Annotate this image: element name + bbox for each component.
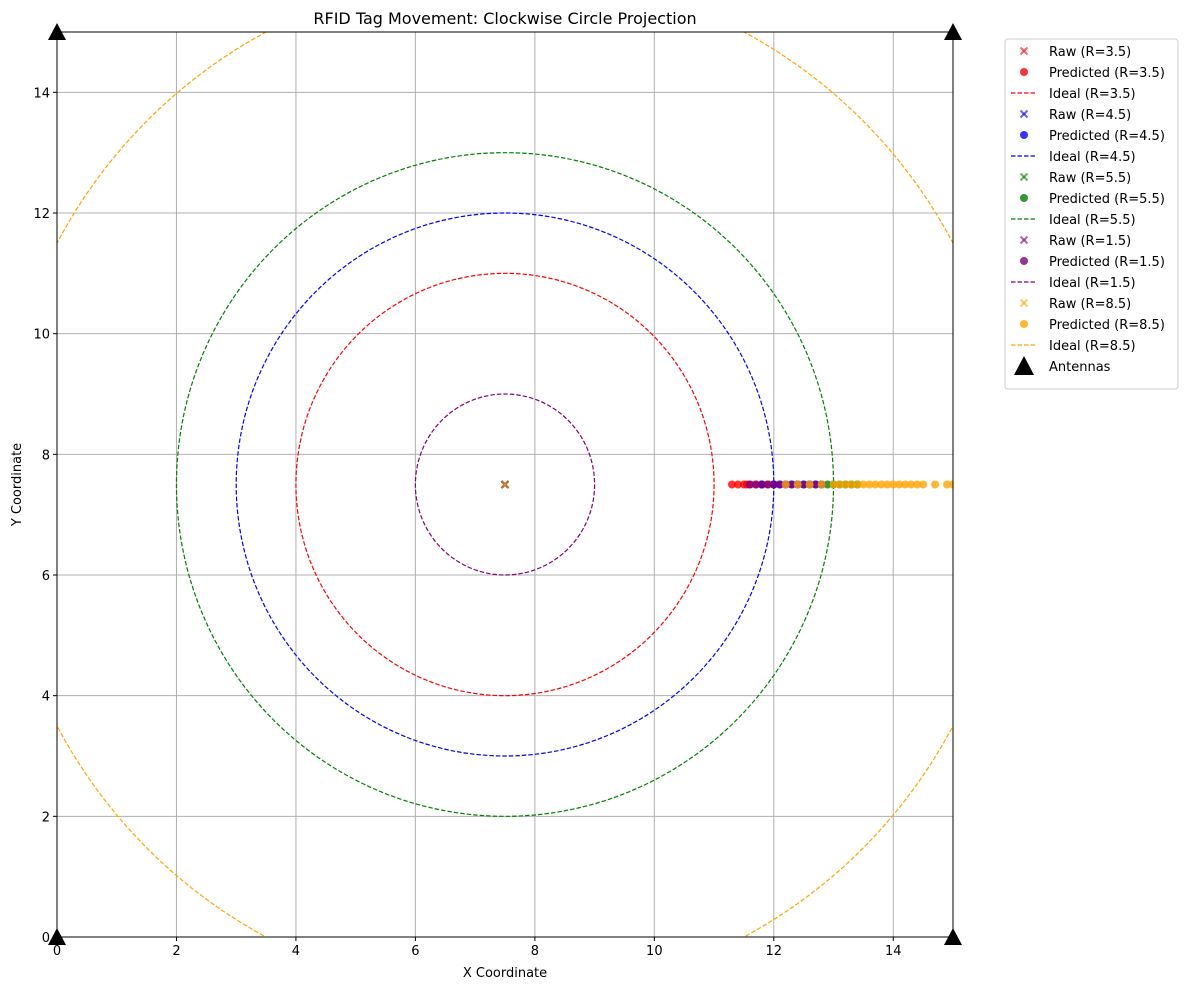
legend-label: Ideal (R=3.5) <box>1049 87 1136 102</box>
chart-title: RFID Tag Movement: Clockwise Circle Proj… <box>313 9 696 28</box>
legend-label: Predicted (R=1.5) <box>1049 255 1165 270</box>
predicted-point <box>775 480 784 489</box>
predicted-point <box>895 480 904 489</box>
y-tick-label: 12 <box>33 207 50 222</box>
predicted-point <box>805 480 814 489</box>
legend-raw-marker <box>1019 235 1029 245</box>
predicted-point <box>793 480 802 489</box>
ideal-circle <box>414 393 596 576</box>
legend-antenna-marker <box>1014 356 1034 375</box>
legend-label: Ideal (R=4.5) <box>1049 150 1136 165</box>
predicted-point <box>853 480 862 489</box>
predicted-point <box>781 480 790 489</box>
legend: Raw (R=3.5) Predicted (R=3.5) Ideal (R=3.5… <box>1004 38 1179 390</box>
y-tick-label: 8 <box>42 448 50 463</box>
x-tick-label: 0 <box>53 944 61 959</box>
legend-label: Ideal (R=8.5) <box>1049 339 1136 354</box>
raw-point <box>500 480 510 489</box>
data-points <box>500 480 953 489</box>
legend-raw-marker <box>1019 298 1029 308</box>
predicted-point <box>811 480 820 489</box>
predicted-point <box>835 480 844 489</box>
predicted-point <box>913 480 922 489</box>
legend-predicted-marker <box>1020 257 1028 265</box>
predicted-point <box>799 480 808 489</box>
legend-raw-marker <box>1019 172 1029 182</box>
legend-label: Ideal (R=1.5) <box>1049 276 1136 291</box>
predicted-point <box>901 480 910 489</box>
legend-label: Raw (R=5.5) <box>1049 171 1131 186</box>
predicted-point <box>859 480 868 489</box>
y-tick-label: 0 <box>42 931 50 946</box>
predicted-point <box>865 480 874 489</box>
legend-label: Ideal (R=5.5) <box>1049 213 1136 228</box>
predicted-point <box>877 480 886 489</box>
legend-label: Predicted (R=4.5) <box>1049 129 1165 144</box>
ideal-circle <box>295 272 715 697</box>
predicted-point <box>829 480 838 489</box>
y-tick-label: 4 <box>42 690 50 705</box>
x-tick-label: 4 <box>292 944 300 959</box>
x-axis-label: X Coordinate <box>463 966 547 981</box>
predicted-point <box>787 480 796 489</box>
legend-label: Antennas <box>1049 360 1111 375</box>
predicted-point <box>889 480 898 489</box>
legend-box <box>1004 38 1179 390</box>
predicted-point <box>847 480 856 489</box>
x-tick-label: 8 <box>531 944 539 959</box>
predicted-point <box>745 480 754 489</box>
x-tick-label: 12 <box>766 944 783 959</box>
predicted-point <box>943 480 952 489</box>
legend-label: Predicted (R=8.5) <box>1049 318 1165 333</box>
legend-label: Predicted (R=3.5) <box>1049 66 1165 81</box>
legend-raw-marker <box>1019 109 1029 119</box>
legend-label: Predicted (R=5.5) <box>1049 192 1165 207</box>
legend-raw-marker <box>1019 46 1029 56</box>
y-axis-label: Y Coordinate <box>10 443 25 527</box>
x-tick-label: 14 <box>885 944 902 959</box>
x-tick-label: 10 <box>646 944 663 959</box>
predicted-point <box>823 480 832 489</box>
legend-label: Raw (R=1.5) <box>1049 234 1131 249</box>
predicted-point <box>841 480 850 489</box>
legend-predicted-marker <box>1020 194 1028 202</box>
legend-label: Raw (R=4.5) <box>1049 108 1131 123</box>
predicted-point <box>949 480 953 489</box>
predicted-point <box>769 480 778 489</box>
predicted-point <box>751 480 760 489</box>
predicted-point <box>871 480 880 489</box>
predicted-point <box>733 480 742 489</box>
x-tick-label: 2 <box>172 944 180 959</box>
predicted-point <box>817 480 826 489</box>
legend-predicted-marker <box>1020 320 1028 328</box>
y-tick-label: 14 <box>33 86 50 101</box>
y-tick-label: 2 <box>42 810 50 825</box>
predicted-point <box>727 480 736 489</box>
y-tick-label: 10 <box>33 328 50 343</box>
predicted-point <box>763 480 772 489</box>
predicted-point <box>757 480 766 489</box>
predicted-point <box>883 480 892 489</box>
legend-predicted-marker <box>1020 131 1028 139</box>
legend-predicted-marker <box>1020 68 1028 76</box>
plot-frame <box>56 31 954 938</box>
axes: 0 2 4 6 8 10 12 14 0 2 4 6 8 10 12 14 <box>33 86 901 959</box>
predicted-point <box>919 480 928 489</box>
predicted-point <box>931 480 940 489</box>
predicted-point <box>907 480 916 489</box>
x-tick-label: 6 <box>411 944 419 959</box>
legend-label: Raw (R=3.5) <box>1049 45 1131 60</box>
legend-label: Raw (R=8.5) <box>1049 297 1131 312</box>
y-tick-label: 6 <box>42 569 50 584</box>
